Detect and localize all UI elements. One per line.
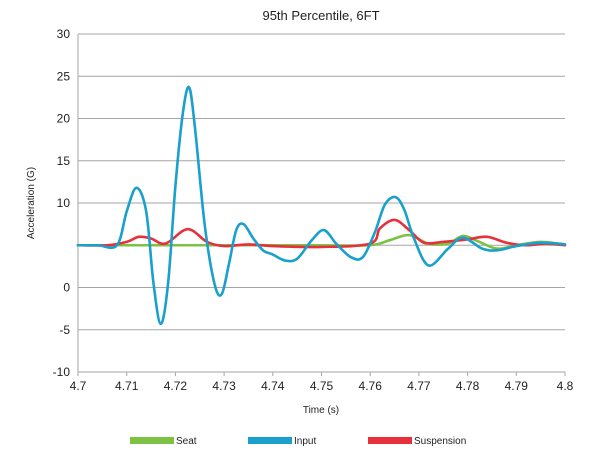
legend: Seat Input Suspension (130, 436, 466, 447)
legend-swatch-seat (130, 437, 174, 444)
y-tick-label: 20 (57, 112, 71, 126)
x-tick-label: 4.73 (212, 379, 236, 393)
x-tick-label: 4.72 (164, 379, 188, 393)
y-tick-label: 30 (57, 27, 71, 41)
legend-label-suspension: Suspension (414, 436, 466, 447)
y-axis-label: Acceleration (G) (26, 167, 37, 239)
x-tick-label: 4.78 (456, 379, 480, 393)
x-tick-label: 4.76 (359, 379, 383, 393)
x-tick-label: 4.74 (261, 379, 285, 393)
y-tick-label: 15 (57, 154, 71, 168)
x-tick-label: 4.75 (310, 379, 334, 393)
y-tick-label: -10 (53, 365, 71, 379)
y-tick-label: 0 (63, 281, 70, 295)
x-axis: 4.7 4.71 4.72 4.73 4.74 4.75 4.76 4.77 4.78 4.79 4… (70, 372, 574, 393)
x-axis-label: Time (s) (303, 405, 339, 416)
y-tick-label: 25 (57, 69, 71, 83)
grid (78, 33, 565, 373)
y-tick-label: 10 (57, 196, 71, 210)
x-tick-label: 4.77 (407, 379, 431, 393)
y-axis: -10 -5 0 10 15 20 25 30 (53, 27, 79, 379)
chart-title: 95th Percentile, 6FT (262, 8, 379, 23)
legend-label-input: Input (294, 436, 316, 447)
x-tick-label: 4.7 (70, 379, 87, 393)
legend-swatch-suspension (368, 437, 412, 444)
plot-area (76, 85, 567, 326)
legend-swatch-input (248, 437, 292, 444)
series-line-suspension (76, 218, 567, 249)
x-tick-label: 4.79 (505, 379, 529, 393)
y-tick-label: -5 (59, 323, 70, 337)
legend-label-seat: Seat (176, 436, 197, 447)
series-line-input (76, 85, 567, 326)
x-tick-label: 4.8 (557, 379, 574, 393)
x-tick-label: 4.71 (115, 379, 139, 393)
